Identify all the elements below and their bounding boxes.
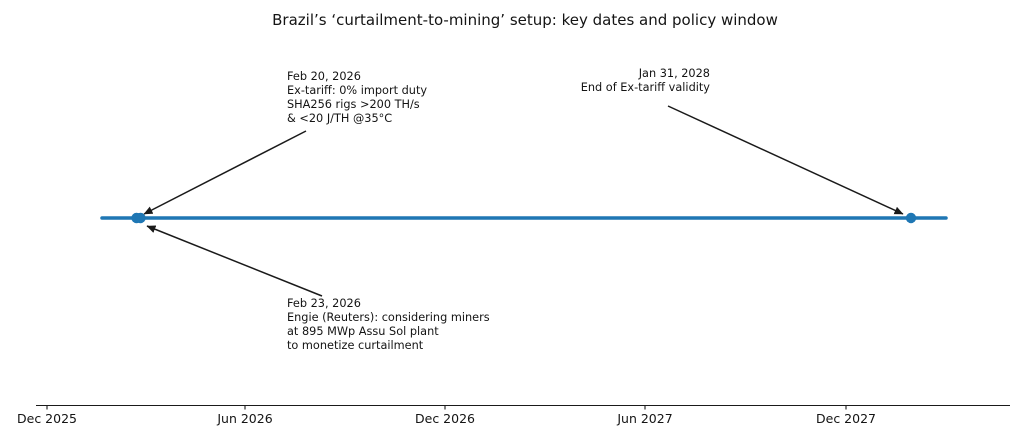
event-markers-layer [131, 212, 917, 224]
x-tick-label: Dec 2027 [816, 411, 876, 426]
event-annotation: Jan 31, 2028 End of Ex-tariff validity [580, 67, 710, 94]
x-axis [36, 404, 1010, 410]
event-marker [905, 212, 917, 224]
event-annotation: Feb 23, 2026 Engie (Reuters): considerin… [287, 297, 490, 352]
event-marker [135, 212, 146, 224]
x-tick-label: Dec 2026 [415, 411, 475, 426]
annotation-arrow [146, 225, 323, 297]
annotation-arrow [667, 105, 904, 215]
annotation-arrow [143, 130, 307, 215]
chart-title: Brazil’s ‘curtailment-to-mining’ setup: … [272, 11, 778, 29]
x-tick-label: Dec 2025 [17, 411, 77, 426]
x-tick-label: Jun 2026 [217, 411, 273, 426]
annotation-arrows-layer [143, 105, 904, 297]
event-annotation: Feb 20, 2026 Ex-tariff: 0% import duty S… [287, 70, 428, 125]
x-tick-label: Jun 2027 [617, 411, 673, 426]
